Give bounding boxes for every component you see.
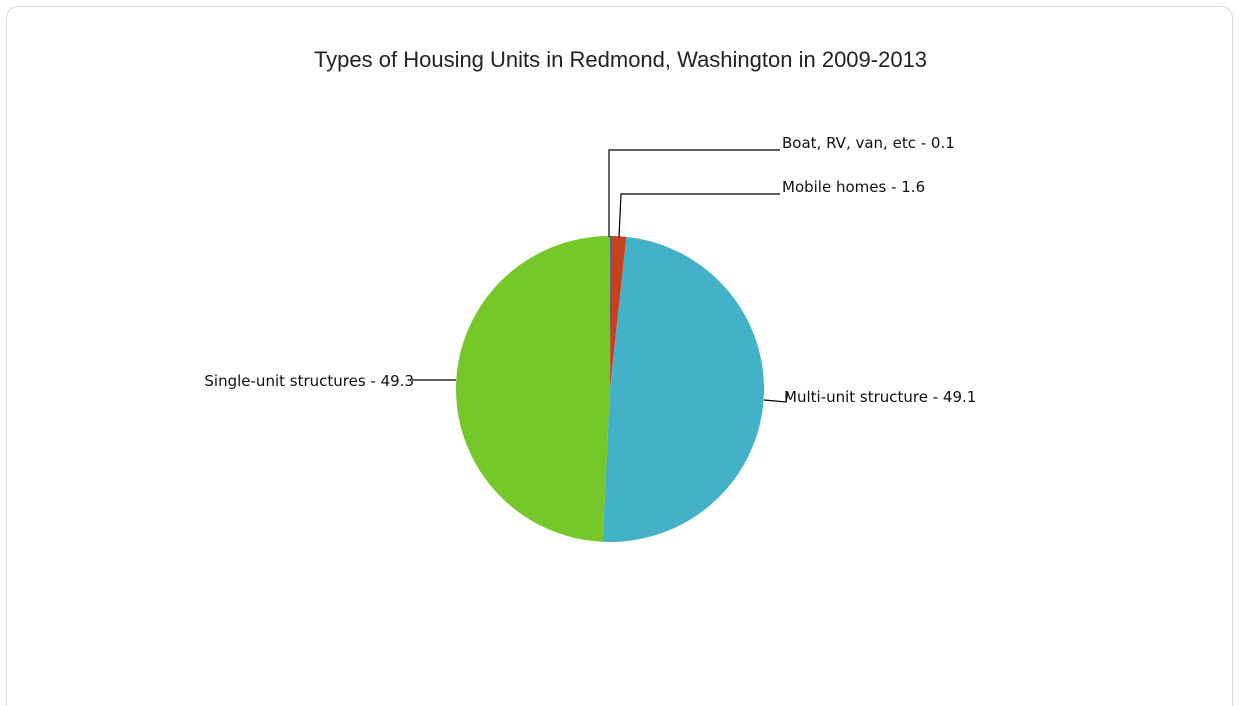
leader-line-boat-rv-van-etc xyxy=(608,149,780,237)
slice-label-boat-rv-van-etc: Boat, RV, van, etc - 0.1 xyxy=(782,134,955,152)
slice-label-single-unit-structures: Single-unit structures - 49.3 xyxy=(204,372,414,390)
pie-slice-single-unit-structures xyxy=(456,236,610,542)
leader-line-multi-unit-structure xyxy=(763,391,789,403)
pie-slice-boat-rv-van-etc xyxy=(610,235,611,389)
leader-line-mobile-homes xyxy=(618,193,780,238)
pie-slice-multi-unit-structure xyxy=(602,236,764,542)
chart-title: Types of Housing Units in Redmond, Washi… xyxy=(313,47,928,72)
slice-label-multi-unit-structure: Multi-unit structure - 49.1 xyxy=(784,388,976,406)
slice-label-mobile-homes: Mobile homes - 1.6 xyxy=(782,178,925,196)
pie-slice-mobile-homes xyxy=(610,236,627,389)
